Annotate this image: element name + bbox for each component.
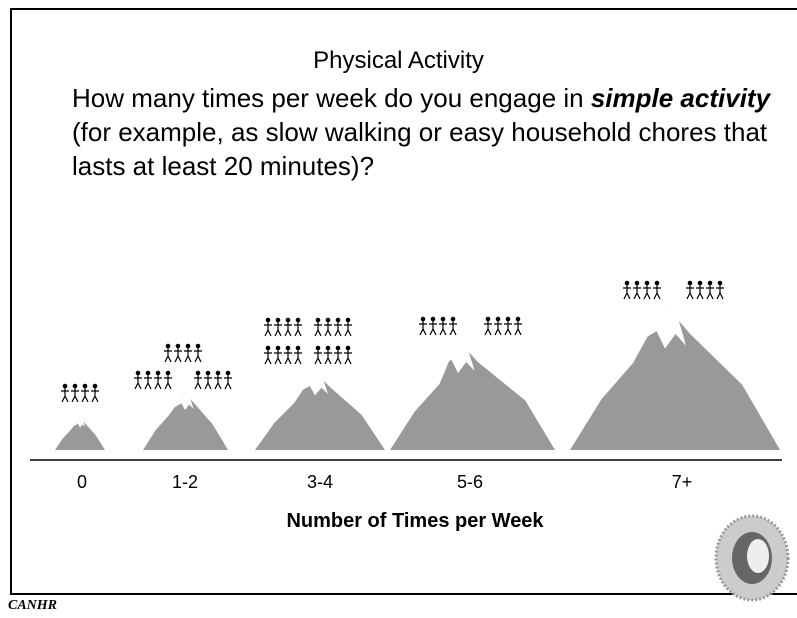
stick-figure <box>194 344 202 362</box>
category-label: 7+ <box>672 472 693 492</box>
stick-figure <box>716 281 724 299</box>
category-label: 5-6 <box>457 472 483 492</box>
stick-figure <box>439 317 447 335</box>
illustration: 0 1-2 3-4 5-6 7+ Number of Times per Wee… <box>0 0 797 618</box>
stick-figure <box>484 317 492 335</box>
stick-figure <box>184 344 192 362</box>
stick-figure <box>81 384 89 402</box>
stick-figure <box>134 371 142 389</box>
stick-figure <box>429 317 437 335</box>
stick-figure <box>71 384 79 402</box>
stick-figure <box>214 371 222 389</box>
stick-figure <box>314 346 322 364</box>
axis-label: Number of Times per Week <box>286 510 544 532</box>
logo <box>716 516 788 600</box>
stick-figure <box>324 346 332 364</box>
stick-figure <box>144 371 152 389</box>
stick-figure <box>633 281 641 299</box>
stick-figure <box>706 281 714 299</box>
stick-figure <box>264 346 272 364</box>
stick-figure <box>334 346 342 364</box>
stick-figure <box>204 371 212 389</box>
page: {"title": "Physical Activity", "question… <box>0 0 797 618</box>
stick-figure <box>164 344 172 362</box>
stick-figure <box>294 346 302 364</box>
stick-figure <box>284 346 292 364</box>
stick-figure <box>264 318 272 336</box>
category-label: 3-4 <box>307 472 333 492</box>
stick-figure <box>324 318 332 336</box>
stick-figure <box>449 317 457 335</box>
mountains <box>55 305 780 450</box>
stick-figure <box>643 281 651 299</box>
stick-figure <box>686 281 694 299</box>
stick-figure <box>284 318 292 336</box>
category-label: 0 <box>77 472 87 492</box>
stick-figure <box>623 281 631 299</box>
stick-figure <box>314 318 322 336</box>
stick-figure <box>224 371 232 389</box>
stick-figure <box>334 318 342 336</box>
stick-figure <box>344 346 352 364</box>
stick-figure <box>274 346 282 364</box>
footer: CANHR <box>8 598 57 614</box>
stick-figure <box>514 317 522 335</box>
stick-figure <box>154 371 162 389</box>
stick-figure <box>344 318 352 336</box>
category-label: 1-2 <box>172 472 198 492</box>
stick-figure <box>419 317 427 335</box>
stick-figure <box>494 317 502 335</box>
stick-figure <box>91 384 99 402</box>
stick-figure <box>504 317 512 335</box>
stick-figure <box>174 344 182 362</box>
stick-figure <box>61 384 69 402</box>
stick-figure <box>696 281 704 299</box>
stick-figure <box>194 371 202 389</box>
stick-figure <box>653 281 661 299</box>
stick-figure <box>274 318 282 336</box>
stick-figure <box>294 318 302 336</box>
mountain <box>390 340 555 450</box>
stick-figure <box>164 371 172 389</box>
